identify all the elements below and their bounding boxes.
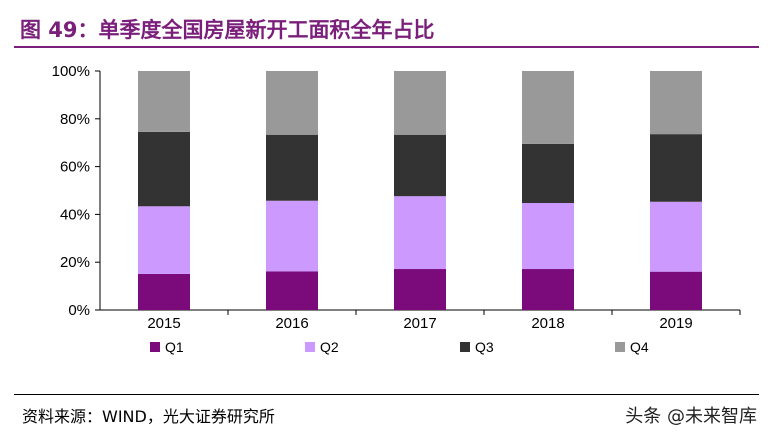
bar-q3-2015 bbox=[138, 131, 190, 207]
bar-q3-2019 bbox=[650, 134, 702, 202]
watermark: 头条 @未来智库 bbox=[625, 406, 757, 427]
y-tick-label: 100% bbox=[52, 63, 90, 80]
bar-q4-2019 bbox=[650, 71, 702, 135]
title-divider bbox=[14, 46, 759, 48]
legend-label-q4: Q4 bbox=[630, 339, 649, 355]
y-tick-label: 20% bbox=[60, 254, 90, 271]
bar-q2-2018 bbox=[522, 203, 574, 270]
x-tick-label: 2015 bbox=[147, 315, 180, 332]
bar-q1-2015 bbox=[138, 273, 190, 310]
y-tick-label: 0% bbox=[68, 302, 90, 319]
x-tick-label: 2018 bbox=[531, 315, 564, 332]
bar-q3-2018 bbox=[522, 143, 574, 204]
bar-q4-2018 bbox=[522, 71, 574, 144]
y-tick-label: 80% bbox=[60, 111, 90, 128]
bar-q2-2016 bbox=[266, 200, 318, 272]
bar-q4-2015 bbox=[138, 71, 190, 132]
bar-q3-2017 bbox=[394, 134, 446, 197]
bar-q2-2015 bbox=[138, 206, 190, 274]
legend-label-q3: Q3 bbox=[475, 339, 494, 355]
source-divider bbox=[14, 394, 759, 395]
bar-q4-2016 bbox=[266, 71, 318, 135]
legend-label-q1: Q1 bbox=[165, 339, 184, 355]
chart-title: 图 49：单季度全国房屋新开工面积全年占比 bbox=[20, 18, 435, 42]
legend-swatch-q2 bbox=[305, 342, 315, 352]
x-tick-label: 2019 bbox=[659, 315, 692, 332]
legend-swatch-q1 bbox=[150, 342, 160, 352]
bar-q2-2017 bbox=[394, 196, 446, 270]
legend-swatch-q3 bbox=[460, 342, 470, 352]
bar-q1-2016 bbox=[266, 271, 318, 310]
bar-q3-2016 bbox=[266, 134, 318, 201]
bar-q1-2017 bbox=[394, 269, 446, 310]
x-tick-label: 2017 bbox=[403, 315, 436, 332]
legend-swatch-q4 bbox=[615, 342, 625, 352]
bar-q4-2017 bbox=[394, 71, 446, 135]
legend-label-q2: Q2 bbox=[320, 339, 339, 355]
y-tick-label: 40% bbox=[60, 206, 90, 223]
y-tick-label: 60% bbox=[60, 159, 90, 176]
x-tick-label: 2016 bbox=[275, 315, 308, 332]
bar-q1-2018 bbox=[522, 269, 574, 310]
bar-q1-2019 bbox=[650, 271, 702, 310]
source-note: 资料来源：WIND，光大证券研究所 bbox=[22, 407, 275, 426]
bar-q2-2019 bbox=[650, 201, 702, 272]
